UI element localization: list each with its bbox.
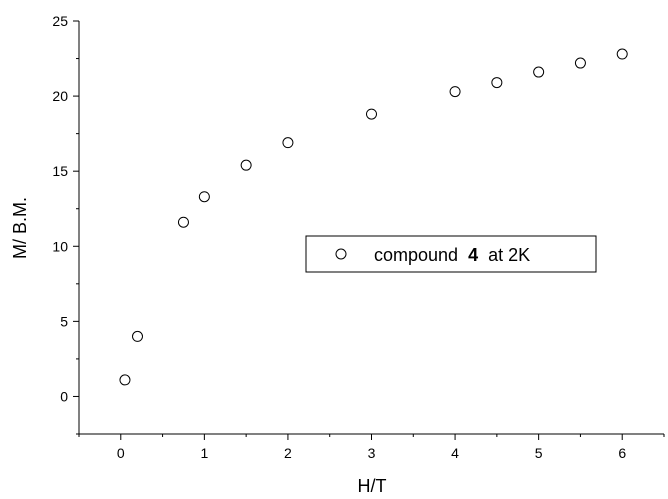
legend-marker xyxy=(335,248,347,260)
y-tick-label: 20 xyxy=(52,88,68,104)
data-point xyxy=(449,86,461,98)
data-point xyxy=(574,57,586,69)
y-tick-label: 10 xyxy=(52,238,68,254)
data-points xyxy=(119,48,628,386)
legend: compound 4 at 2K xyxy=(305,235,597,273)
x-tick-label: 3 xyxy=(368,445,376,461)
y-axis-title: M/ B.M. xyxy=(10,197,30,259)
ticks: 0 1 2 3 4 5 6 0 5 10 15 20 25 xyxy=(52,13,665,461)
data-point xyxy=(282,137,294,149)
x-tick-label: 4 xyxy=(451,445,459,461)
x-tick-label: 0 xyxy=(117,445,125,461)
x-tick-label: 2 xyxy=(284,445,292,461)
data-point xyxy=(616,48,628,60)
data-point xyxy=(366,108,377,120)
data-point xyxy=(533,66,545,78)
x-tick-label: 6 xyxy=(618,445,626,461)
axes xyxy=(78,21,664,435)
data-point xyxy=(119,374,131,386)
x-tick-label: 1 xyxy=(200,445,208,461)
x-axis-title: H/T xyxy=(358,476,387,496)
y-tick-label: 0 xyxy=(60,388,68,404)
legend-box xyxy=(305,235,597,273)
legend-label-prefix: compound xyxy=(374,245,458,265)
data-point xyxy=(240,159,252,171)
legend-label-compound-number: 4 xyxy=(468,245,478,265)
y-tick-label: 25 xyxy=(52,13,68,29)
legend-label-suffix: at 2K xyxy=(488,245,530,265)
x-tick-label: 5 xyxy=(535,445,543,461)
data-point xyxy=(132,330,143,342)
data-point xyxy=(491,77,503,89)
data-point xyxy=(177,216,189,228)
y-tick-label: 5 xyxy=(60,313,68,329)
legend-label: compound 4 at 2K xyxy=(374,245,530,265)
y-tick-label: 15 xyxy=(52,163,68,179)
data-point xyxy=(198,191,210,203)
